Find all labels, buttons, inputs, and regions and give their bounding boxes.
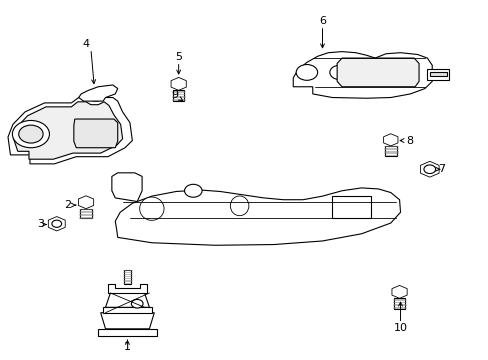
Polygon shape <box>427 69 448 80</box>
Circle shape <box>329 65 348 80</box>
Polygon shape <box>393 298 404 309</box>
Text: 10: 10 <box>393 323 407 333</box>
Polygon shape <box>429 72 446 76</box>
Circle shape <box>131 300 143 308</box>
Text: 2: 2 <box>64 200 71 210</box>
Circle shape <box>12 121 49 148</box>
Polygon shape <box>103 307 152 313</box>
Circle shape <box>423 165 435 174</box>
Text: 9: 9 <box>171 90 179 100</box>
Text: 5: 5 <box>175 52 182 62</box>
Polygon shape <box>331 196 370 218</box>
Text: 4: 4 <box>82 40 89 49</box>
Polygon shape <box>80 209 92 219</box>
Text: 1: 1 <box>124 342 131 352</box>
Polygon shape <box>74 119 118 148</box>
Polygon shape <box>115 188 400 245</box>
Circle shape <box>296 64 317 80</box>
Circle shape <box>362 64 379 77</box>
Polygon shape <box>384 146 396 156</box>
Polygon shape <box>13 102 122 159</box>
Polygon shape <box>79 85 118 101</box>
Polygon shape <box>108 284 147 293</box>
Ellipse shape <box>230 196 248 216</box>
Circle shape <box>52 220 61 227</box>
Polygon shape <box>173 90 183 101</box>
Polygon shape <box>105 293 149 307</box>
Polygon shape <box>98 329 157 336</box>
Polygon shape <box>101 313 154 329</box>
Polygon shape <box>336 58 418 87</box>
Text: 7: 7 <box>438 164 445 174</box>
Text: 8: 8 <box>405 136 412 145</box>
Text: 3: 3 <box>38 220 44 229</box>
Ellipse shape <box>140 197 163 220</box>
Polygon shape <box>112 173 142 202</box>
Polygon shape <box>8 98 132 164</box>
Text: 6: 6 <box>318 17 325 27</box>
Circle shape <box>184 184 202 197</box>
Circle shape <box>19 125 43 143</box>
Polygon shape <box>293 51 431 98</box>
Polygon shape <box>124 270 131 284</box>
